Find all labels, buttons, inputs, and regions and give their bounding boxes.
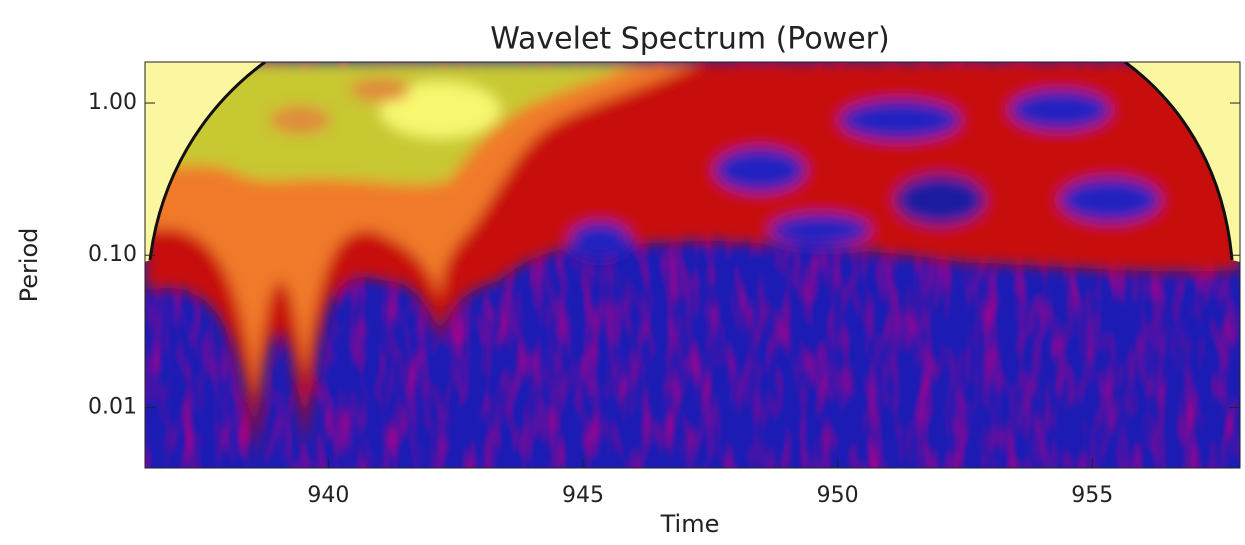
- power-regions: [145, 62, 1240, 460]
- y-tick-label: 0.10: [88, 242, 137, 267]
- cone-of-influence: [148, 62, 266, 261]
- x-tick-label: 945: [562, 483, 604, 508]
- y-axis-label: Period: [15, 228, 43, 303]
- x-axis-label: Time: [660, 510, 720, 538]
- x-tick-label: 955: [1071, 483, 1113, 508]
- cone-of-influence: [1124, 62, 1234, 261]
- x-tick-label: 940: [307, 483, 349, 508]
- y-tick-label: 1.00: [88, 90, 137, 115]
- x-tick-label: 950: [817, 483, 859, 508]
- plot-frame: [144, 61, 1241, 469]
- y-tick-label: 0.01: [88, 394, 137, 419]
- cone-outside-right: [1125, 62, 1240, 262]
- chart-title: Wavelet Spectrum (Power): [490, 22, 889, 57]
- cone-outside-left: [145, 62, 265, 262]
- spectrum: [145, 62, 1240, 468]
